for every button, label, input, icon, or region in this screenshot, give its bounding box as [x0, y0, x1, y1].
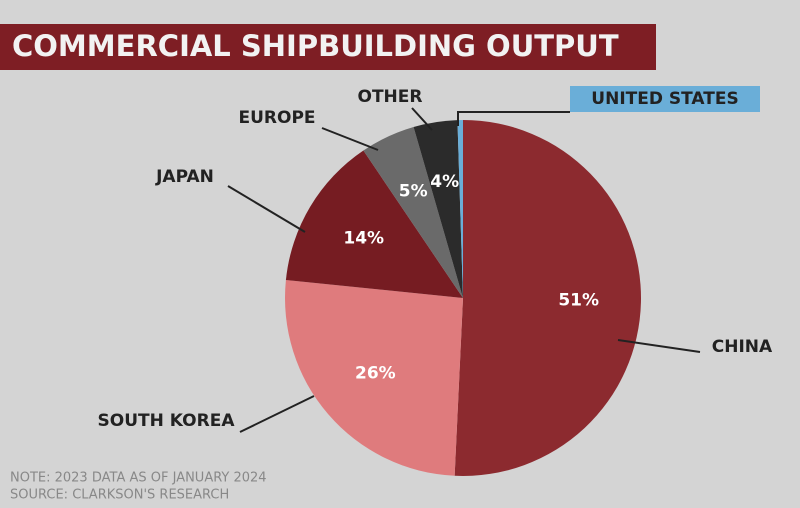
- category-label: CHINA: [712, 337, 773, 357]
- pie-slice: [285, 150, 463, 298]
- data-label: 26%: [355, 364, 396, 384]
- pie-slice: [413, 120, 463, 298]
- category-label: OTHER: [358, 87, 423, 107]
- category-label: SOUTH KOREA: [98, 411, 236, 431]
- data-label: 5%: [399, 182, 428, 202]
- chart-title: COMMERCIAL SHIPBUILDING OUTPUT: [12, 29, 619, 63]
- pie-slice: [363, 126, 463, 298]
- leader-line: [457, 111, 570, 126]
- data-label: 51%: [558, 291, 599, 311]
- leader-line: [411, 107, 433, 131]
- category-label: JAPAN: [155, 167, 214, 187]
- leader-line: [239, 395, 315, 433]
- labels: 51% CHINA 26% SOUTH KOREA 14% JAPAN 5% EUROPE 4%…: [98, 86, 773, 433]
- category-label: UNITED STATES: [591, 89, 738, 109]
- leader-line: [617, 339, 701, 353]
- pie-slice: [454, 120, 642, 476]
- title-banner: [0, 24, 656, 70]
- label-box: [570, 86, 760, 112]
- pie-slice: [284, 279, 463, 476]
- note: NOTE: 2023 DATA AS OF JANUARY 2024: [10, 471, 267, 486]
- category-label: EUROPE: [238, 108, 315, 128]
- source: SOURCE: CLARKSON'S RESEARCH: [10, 488, 229, 503]
- pie: [284, 120, 642, 476]
- leader-line: [227, 185, 306, 233]
- pie-slice: [457, 120, 463, 298]
- data-label: 14%: [343, 229, 384, 249]
- data-label: 4%: [430, 172, 459, 192]
- leader-line: [321, 127, 379, 151]
